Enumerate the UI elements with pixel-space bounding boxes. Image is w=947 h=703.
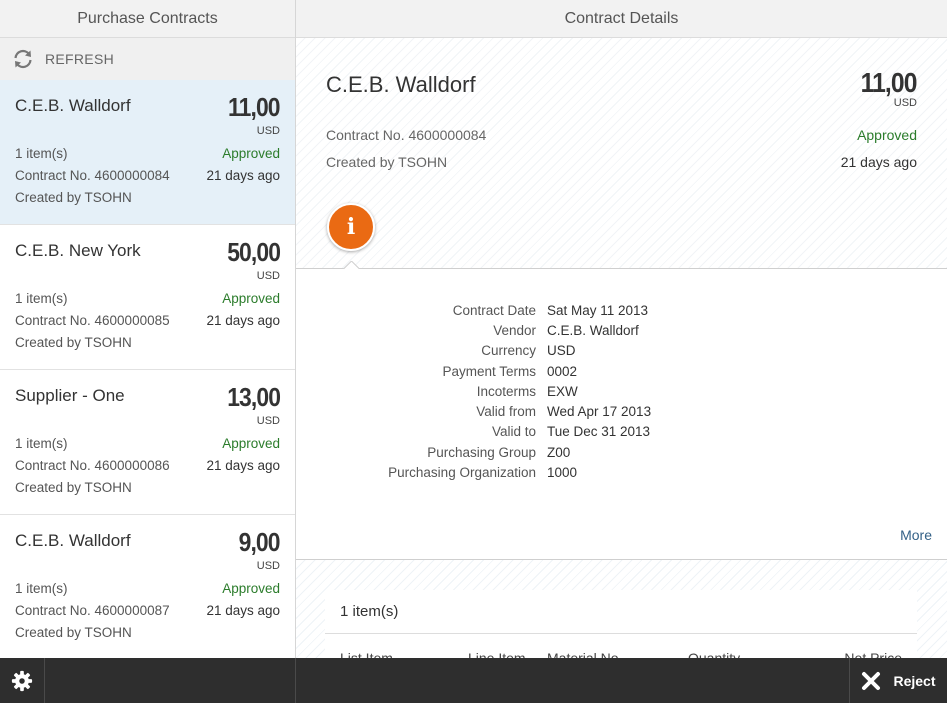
list-item-age: 21 days ago — [206, 168, 280, 183]
reject-button[interactable]: Reject — [849, 658, 947, 703]
form-label: Purchasing Organization — [388, 465, 536, 481]
column-header: Material No. — [547, 650, 623, 658]
object-amount: 11,00 — [861, 67, 918, 98]
footer-bar: Reject — [0, 658, 947, 703]
more-link[interactable]: More — [900, 527, 932, 543]
list-item-title: Supplier - One — [15, 386, 125, 405]
status-badge: Approved — [222, 291, 280, 306]
list-item[interactable]: Supplier - One 13,00 USD 1 item(s) Approv… — [0, 370, 295, 515]
form-label: Purchasing Group — [427, 444, 536, 460]
form-value: Wed Apr 17 2013 — [547, 404, 652, 420]
form-label: Vendor — [493, 322, 536, 338]
form-row: Contract Date Sat May 11 2013 — [296, 300, 947, 320]
list-item-created: Created by TSOHN — [15, 625, 132, 640]
items-section: 1 item(s) List Item Line Item Material N… — [296, 559, 947, 658]
list-item-title: C.E.B. Walldorf — [15, 96, 131, 115]
detail-pane: Contract Details C.E.B. Walldorf 11,00 U… — [296, 0, 947, 658]
contract-form: Contract Date Sat May 11 2013 Vendor C.E.B… — [296, 300, 947, 483]
list-item-amount: 11,00 — [228, 92, 280, 122]
master-pane: Purchase Contracts REFRESH C.E.B. Walldo… — [0, 0, 296, 658]
refresh-icon — [14, 49, 32, 69]
status-badge: Approved — [857, 127, 917, 143]
form-row: Valid to Tue Dec 31 2013 — [296, 422, 947, 442]
status-badge: Approved — [222, 436, 280, 451]
column-header: Line Item — [468, 650, 526, 658]
list-item-contract: Contract No. 4600000086 — [15, 458, 170, 473]
list-item-age: 21 days ago — [206, 458, 280, 473]
refresh-label: REFRESH — [45, 51, 114, 67]
form-label: Contract Date — [452, 302, 536, 318]
form-row: Incoterms EXW — [296, 381, 947, 401]
form-row: Payment Terms 0002 — [296, 361, 947, 381]
form-row: Purchasing Group Z00 — [296, 442, 947, 462]
list-item[interactable]: C.E.B. New York 50,00 USD 1 item(s) Appro… — [0, 225, 295, 370]
gear-icon — [11, 670, 33, 691]
form-row: Valid from Wed Apr 17 2013 — [296, 401, 947, 421]
list-item-contract: Contract No. 4600000084 — [15, 168, 170, 183]
list-item-count: 1 item(s) — [15, 436, 68, 451]
list-item-created: Created by TSOHN — [15, 335, 132, 350]
items-table: 1 item(s) List Item Line Item Material N… — [325, 590, 917, 658]
list-item-count: 1 item(s) — [15, 291, 68, 306]
list-item-unit: USD — [256, 560, 280, 572]
detail-title: Contract Details — [296, 0, 947, 38]
status-badge: Approved — [222, 146, 280, 161]
form-value: 1000 — [547, 465, 578, 481]
form-value: C.E.B. Walldorf — [547, 322, 639, 338]
list-item-unit: USD — [256, 270, 280, 282]
list-item-amount: 9,00 — [238, 527, 281, 557]
list-item-created: Created by TSOHN — [15, 480, 132, 495]
list-item-title: C.E.B. Walldorf — [15, 531, 131, 550]
form-value: 0002 — [547, 363, 578, 379]
object-unit: USD — [893, 97, 917, 109]
form-value: USD — [547, 343, 576, 359]
footer-divider — [295, 658, 296, 703]
list-item-created: Created by TSOHN — [15, 190, 132, 205]
column-header: Net Price — [844, 650, 902, 658]
close-icon — [862, 671, 881, 690]
list-item-count: 1 item(s) — [15, 146, 68, 161]
list-item-age: 21 days ago — [206, 313, 280, 328]
info-tab[interactable]: i — [327, 203, 375, 251]
list-item-amount: 13,00 — [227, 382, 281, 412]
list-item[interactable]: C.E.B. Walldorf 9,00 USD 1 item(s) Approv… — [0, 515, 295, 658]
form-label: Payment Terms — [442, 363, 536, 379]
list-item-contract: Contract No. 4600000085 — [15, 313, 170, 328]
form-value: Sat May 11 2013 — [547, 302, 649, 318]
list-item-amount: 50,00 — [227, 237, 281, 267]
form-label: Incoterms — [476, 383, 536, 399]
object-header: C.E.B. Walldorf 11,00 USD Contract No. 4… — [296, 38, 947, 269]
items-table-title: 1 item(s) — [325, 590, 917, 634]
form-label: Valid to — [491, 424, 536, 440]
reject-label: Reject — [893, 672, 936, 689]
tab-caret — [343, 261, 359, 269]
refresh-button[interactable]: REFRESH — [0, 38, 295, 80]
form-row: Purchasing Organization 1000 — [296, 462, 947, 482]
form-label: Currency — [481, 343, 536, 359]
list-item[interactable]: C.E.B. Walldorf 11,00 USD 1 item(s) Appro… — [0, 80, 295, 225]
object-contract: Contract No. 4600000084 — [326, 127, 487, 143]
form-label: Valid from — [476, 404, 536, 420]
form-row: Vendor C.E.B. Walldorf — [296, 320, 947, 340]
column-header: Quantity — [688, 650, 741, 658]
list-item-unit: USD — [256, 415, 280, 427]
settings-button[interactable] — [0, 658, 45, 703]
info-icon: i — [346, 214, 356, 240]
status-badge: Approved — [222, 581, 280, 596]
form-row: Currency USD — [296, 341, 947, 361]
form-value: EXW — [547, 383, 578, 399]
list-item-contract: Contract No. 4600000087 — [15, 603, 170, 618]
object-title: C.E.B. Walldorf — [326, 72, 476, 97]
list-item-unit: USD — [256, 125, 280, 137]
list-item-age: 21 days ago — [206, 603, 280, 618]
list-item-count: 1 item(s) — [15, 581, 68, 596]
form-value: Tue Dec 31 2013 — [547, 424, 651, 440]
column-header: List Item — [340, 650, 393, 658]
list-item-title: C.E.B. New York — [15, 241, 141, 260]
object-age: 21 days ago — [840, 154, 917, 170]
form-value: Z00 — [547, 444, 571, 460]
object-created: Created by TSOHN — [326, 154, 448, 170]
master-title: Purchase Contracts — [0, 0, 295, 38]
